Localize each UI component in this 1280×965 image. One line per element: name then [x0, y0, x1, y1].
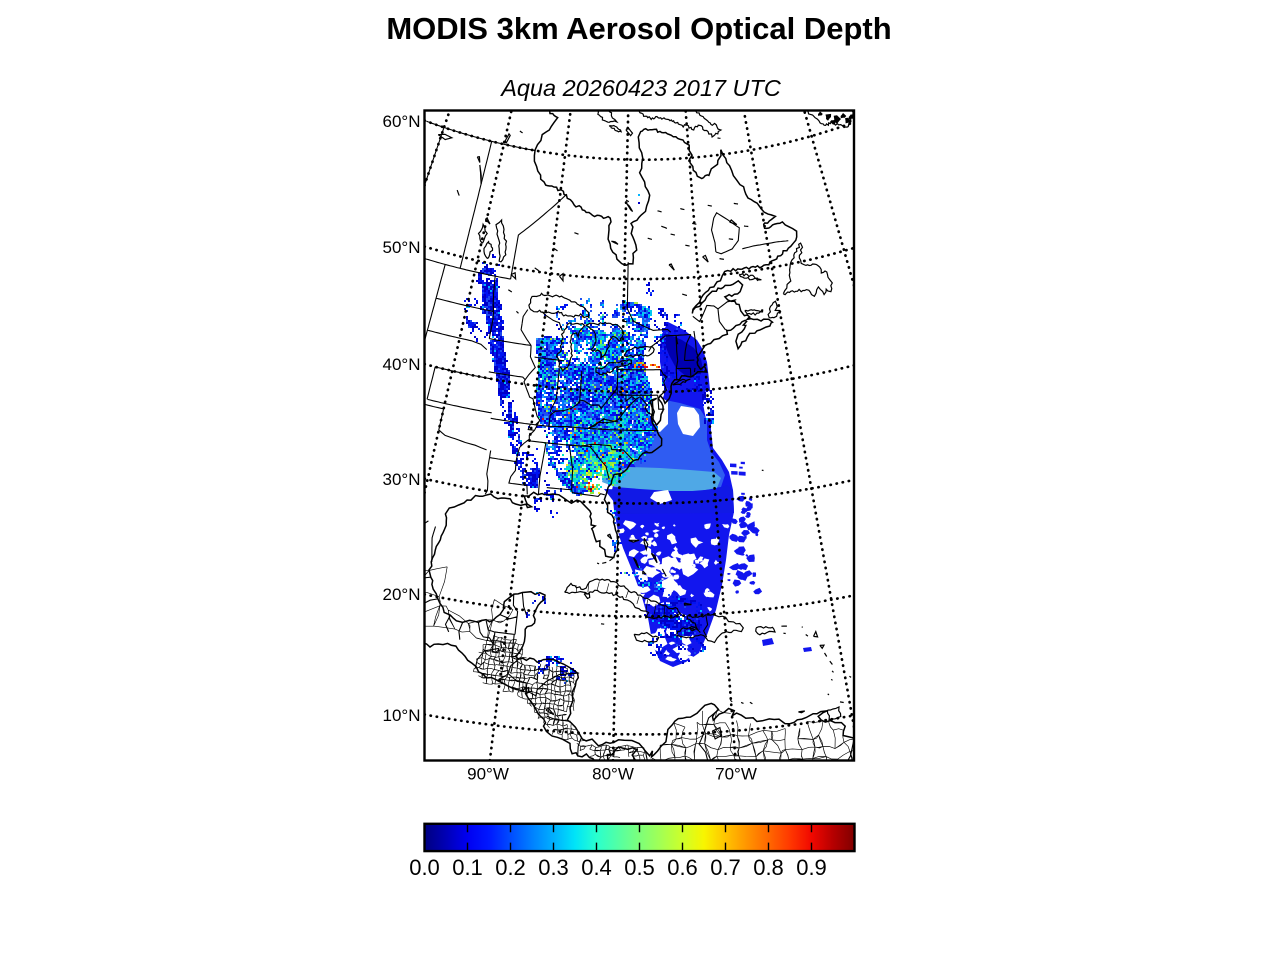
svg-text:0.8: 0.8 — [753, 855, 784, 880]
svg-text:0.9: 0.9 — [796, 855, 827, 880]
svg-text:MODIS 3km Aerosol Optical Dept: MODIS 3km Aerosol Optical Depth — [386, 11, 891, 46]
svg-text:90°W: 90°W — [467, 765, 509, 784]
svg-text:50°N: 50°N — [383, 238, 421, 257]
svg-text:0.0: 0.0 — [409, 855, 440, 880]
svg-text:0.5: 0.5 — [624, 855, 655, 880]
svg-text:0.6: 0.6 — [667, 855, 698, 880]
svg-text:0.1: 0.1 — [452, 855, 483, 880]
svg-text:0.2: 0.2 — [495, 855, 526, 880]
svg-text:70°W: 70°W — [715, 765, 757, 784]
svg-text:Aqua 20260423 2017 UTC: Aqua 20260423 2017 UTC — [499, 75, 782, 101]
svg-text:0.3: 0.3 — [538, 855, 569, 880]
svg-text:20°N: 20°N — [383, 585, 421, 604]
svg-text:30°N: 30°N — [383, 470, 421, 489]
svg-text:0.4: 0.4 — [581, 855, 612, 880]
svg-text:60°N: 60°N — [383, 112, 421, 131]
svg-text:0.7: 0.7 — [710, 855, 741, 880]
svg-text:40°N: 40°N — [383, 355, 421, 374]
svg-text:10°N: 10°N — [383, 706, 421, 725]
svg-text:80°W: 80°W — [592, 765, 634, 784]
